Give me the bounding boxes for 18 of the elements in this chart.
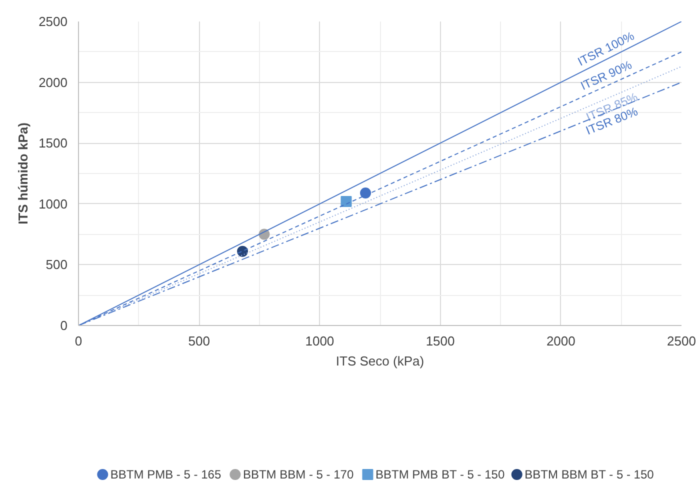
y-axis-title: ITS húmido kPa) xyxy=(16,122,31,224)
x-tick-label: 1000 xyxy=(305,334,334,348)
y-tick-label: 1500 xyxy=(38,136,68,151)
y-tick-label: 2000 xyxy=(38,74,68,90)
x-tick-label: 2000 xyxy=(546,334,576,348)
x-axis-title: ITS Seco (kPa) xyxy=(336,354,424,368)
x-tick-label: 500 xyxy=(188,334,210,348)
legend-label: BBTM PMB - 5 - 165 xyxy=(110,468,222,482)
y-tick-label: 2500 xyxy=(38,14,68,29)
y-tick-label: 500 xyxy=(46,257,68,272)
legend-label: BBTM PMB BT - 5 - 150 xyxy=(376,468,505,482)
x-tick-label: 2500 xyxy=(667,334,696,348)
legend-label: BBTM BBM BT - 5 - 150 xyxy=(524,468,654,482)
legend-label: BBTM BBM - 5 - 170 xyxy=(242,468,354,482)
x-tick-label: 0 xyxy=(74,334,82,348)
y-tick-label: 0 xyxy=(60,318,68,333)
y-tick-label: 1000 xyxy=(38,196,68,212)
x-tick-label: 1500 xyxy=(426,334,455,348)
